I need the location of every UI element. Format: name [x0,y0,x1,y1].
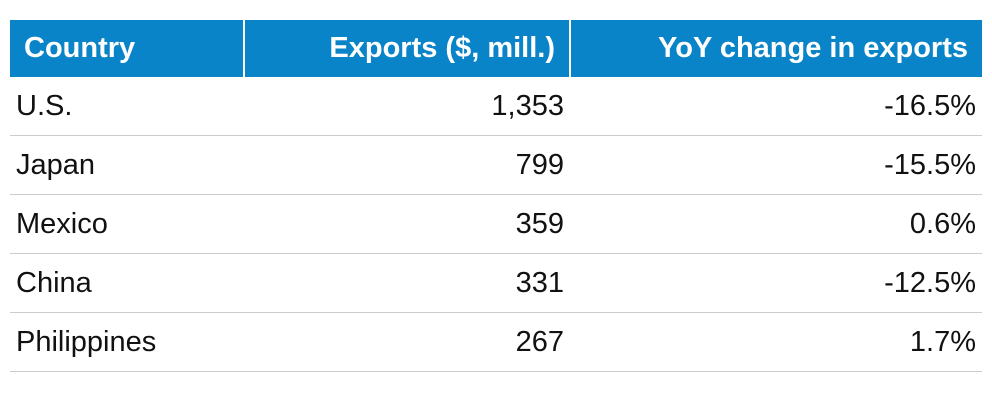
table-cell: 359 [244,194,570,254]
table-cell: 1.7% [570,312,982,372]
table-row: Japan 799 -15.5% [10,135,982,195]
header-cell: Exports ($, mill.) [243,20,570,77]
table-cell: -15.5% [570,135,982,195]
table-cell: Philippines [10,312,244,372]
table-cell: 0.6% [570,194,982,254]
table-row: U.S. 1,353 -16.5% [10,77,982,136]
table-cell: -12.5% [570,253,982,313]
table-cell: Japan [10,135,244,195]
table-cell: 1,353 [244,77,570,136]
table-body: U.S. 1,353 -16.5% Japan 799 -15.5% Mexico 359 0.… [10,77,982,372]
exports-table: Country Exports ($, mill.) YoY change in… [10,20,982,372]
table-cell: 799 [244,135,570,195]
table-cell: 267 [244,312,570,372]
header-cell: YoY change in exports [569,20,982,77]
table-cell: 331 [244,253,570,313]
table-header: Country Exports ($, mill.) YoY change in… [10,20,982,77]
table-row: Philippines 267 1.7% [10,312,982,372]
table-cell: China [10,253,244,313]
table-cell: U.S. [10,77,244,136]
header-row: Country Exports ($, mill.) YoY change in… [10,20,982,77]
table-row: Mexico 359 0.6% [10,194,982,254]
table-cell: -16.5% [570,77,982,136]
table-cell: Mexico [10,194,244,254]
table-row: China 331 -12.5% [10,253,982,313]
header-cell: Country [10,20,244,77]
